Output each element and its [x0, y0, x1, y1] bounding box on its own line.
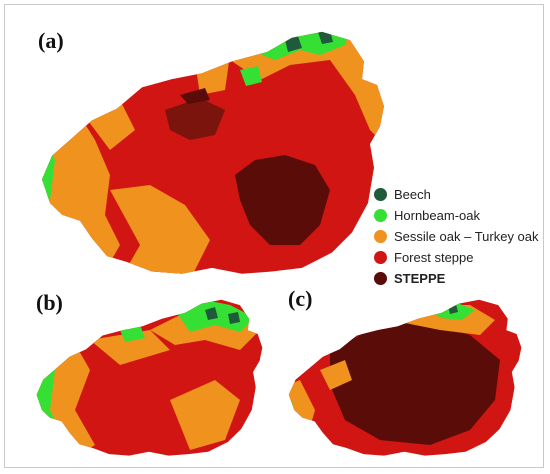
legend-swatch-beech — [374, 188, 387, 201]
legend-label-hornbeam-oak: Hornbeam-oak — [394, 208, 480, 223]
panel-label-b: (b) — [36, 290, 63, 315]
panel-label-c: (c) — [288, 286, 313, 311]
map-panel-a — [42, 31, 384, 274]
legend-swatch-steppe — [374, 272, 387, 285]
legend-swatch-sessile-turkey-oak — [374, 230, 387, 243]
legend-item-hornbeam-oak: Hornbeam-oak — [374, 205, 539, 226]
legend-swatch-forest-steppe — [374, 251, 387, 264]
legend-label-steppe: STEPPE — [394, 271, 446, 286]
panel-label-a: (a) — [38, 28, 64, 53]
legend-item-steppe: STEPPE — [374, 268, 539, 289]
map-panel-c — [288, 299, 522, 456]
map-legend: Beech Hornbeam-oak Sessile oak – Turkey … — [374, 184, 539, 289]
legend-item-forest-steppe: Forest steppe — [374, 247, 539, 268]
legend-label-sessile-turkey-oak: Sessile oak – Turkey oak — [394, 229, 539, 244]
legend-item-sessile-turkey-oak: Sessile oak – Turkey oak — [374, 226, 539, 247]
legend-swatch-hornbeam-oak — [374, 209, 387, 222]
legend-label-beech: Beech — [394, 187, 431, 202]
legend-item-beech: Beech — [374, 184, 539, 205]
legend-label-forest-steppe: Forest steppe — [394, 250, 474, 265]
